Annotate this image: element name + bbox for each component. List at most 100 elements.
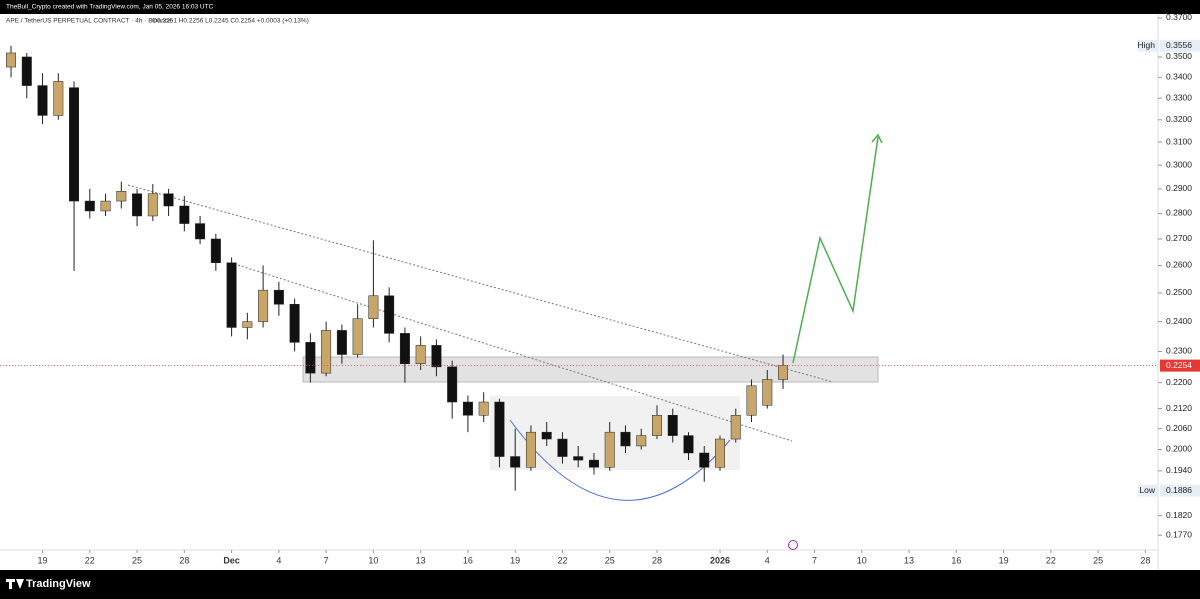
- y-tick-label: 0.2300: [1166, 346, 1192, 356]
- x-tick-label: 25: [1093, 555, 1103, 565]
- x-tick-label: 28: [179, 555, 189, 565]
- y-tick-label: 0.3200: [1166, 114, 1192, 124]
- x-tick-label: 2026: [710, 555, 730, 565]
- candle-body: [368, 295, 379, 319]
- candle-body: [588, 459, 599, 468]
- candle-body: [147, 193, 158, 217]
- x-tick-label: 4: [276, 555, 281, 565]
- candle-body: [289, 304, 300, 343]
- y-tick-label: 0.3700: [1166, 12, 1192, 22]
- candle-body: [21, 56, 32, 86]
- x-tick-label: 16: [463, 555, 473, 565]
- x-tick-label: 19: [510, 555, 520, 565]
- y-tick-label: 0.1770: [1166, 529, 1192, 539]
- x-tick-label: 22: [557, 555, 567, 565]
- y-tick-label: 0.3000: [1166, 159, 1192, 169]
- x-tick-label: 28: [1140, 555, 1150, 565]
- candle-body: [226, 262, 237, 328]
- candle-body: [100, 200, 111, 212]
- x-tick-label: 10: [857, 555, 867, 565]
- candle-body: [636, 435, 647, 447]
- candle-body: [37, 85, 48, 116]
- candle-body: [778, 365, 789, 380]
- y-tick-label: 0.3400: [1166, 72, 1192, 82]
- brand-logo: [6, 579, 24, 589]
- y-tick-label: 0.2900: [1166, 183, 1192, 193]
- candle-body: [462, 401, 473, 416]
- candle-body: [604, 431, 615, 468]
- marker-name: High: [1138, 40, 1156, 50]
- x-tick-label: 19: [38, 555, 48, 565]
- trend-line: [237, 264, 793, 442]
- cup-curve: [509, 419, 731, 501]
- candle-body: [384, 295, 395, 334]
- event-icon: [788, 540, 798, 550]
- candle-body: [321, 330, 332, 374]
- x-tick-label: 4: [765, 555, 770, 565]
- candle-body: [415, 345, 426, 365]
- candle-body: [53, 81, 64, 116]
- y-tick-label: 0.2600: [1166, 260, 1192, 270]
- candle-body: [242, 321, 253, 328]
- y-tick-label: 0.1940: [1166, 465, 1192, 475]
- y-tick-label: 0.3100: [1166, 136, 1192, 146]
- x-tick-label: 7: [812, 555, 817, 565]
- candle-body: [431, 345, 442, 368]
- credit: TheBull_Crypto created with TradingView.…: [6, 4, 214, 11]
- projection-arrow: [871, 133, 883, 144]
- price-marker-box: [1160, 359, 1200, 372]
- price-marker-label: 0.2254: [1166, 360, 1192, 370]
- candle-body: [557, 438, 568, 457]
- x-tick-label: 7: [324, 555, 329, 565]
- candle-body: [132, 193, 143, 217]
- chart-background: [0, 14, 1200, 570]
- y-tick-label: 0.3300: [1166, 92, 1192, 102]
- candle-body: [195, 223, 206, 240]
- candle-body: [715, 438, 725, 468]
- ohlc-legend: O0.2251 H0.2256 L0.2245 C0.2254 +0.0003 …: [152, 18, 309, 25]
- candle-body: [762, 379, 773, 406]
- candle-body: [258, 289, 269, 322]
- price-marker-box: [1160, 484, 1200, 497]
- candle-body: [305, 342, 316, 374]
- x-tick-label: 25: [605, 555, 615, 565]
- candle-body: [620, 431, 631, 447]
- x-tick-label: 22: [85, 555, 95, 565]
- candle-body: [730, 415, 741, 440]
- marker-name: Low: [1139, 485, 1155, 495]
- candle-body: [179, 205, 190, 224]
- price-marker-box: [1160, 39, 1200, 52]
- candle-body: [399, 333, 410, 365]
- marker-name-box: [1138, 39, 1158, 52]
- candle-body: [652, 415, 662, 436]
- x-tick-label: 13: [416, 555, 426, 565]
- x-tick-label: 19: [999, 555, 1009, 565]
- y-tick-label: 0.2060: [1166, 423, 1192, 433]
- y-tick-label: 0.2500: [1166, 287, 1192, 297]
- candle-body: [699, 452, 710, 468]
- y-tick-label: 0.2000: [1166, 444, 1192, 454]
- candle-body: [667, 415, 678, 436]
- price-marker-label: 0.1886: [1166, 485, 1192, 495]
- brand: TradingView: [26, 578, 91, 590]
- candle-body: [525, 431, 536, 468]
- projection-path: [792, 136, 879, 364]
- candle-body: [746, 385, 757, 416]
- plot: 0.3700 0.3500 0.3400 0.3300 0.3200 0.3100 0.30…: [0, 12, 1200, 565]
- y-tick-label: 0.2200: [1166, 377, 1192, 387]
- candle-body: [6, 52, 17, 68]
- candle-body: [84, 200, 95, 212]
- resistance-zone: [302, 356, 879, 383]
- candle-body: [163, 193, 174, 207]
- x-tick-label: 16: [951, 555, 961, 565]
- candle-body: [352, 318, 363, 355]
- y-tick-label: 0.1820: [1166, 510, 1192, 520]
- candle-body: [478, 401, 489, 416]
- price-marker-label: 0.3556: [1166, 40, 1192, 50]
- x-tick-label: 10: [368, 555, 378, 565]
- x-tick-label: 22: [1046, 555, 1056, 565]
- candle-body: [336, 330, 347, 355]
- chart-title: APE / TetherUS PERPETUAL CONTRACT · 4h ·…: [6, 18, 172, 25]
- candle-body: [116, 191, 127, 202]
